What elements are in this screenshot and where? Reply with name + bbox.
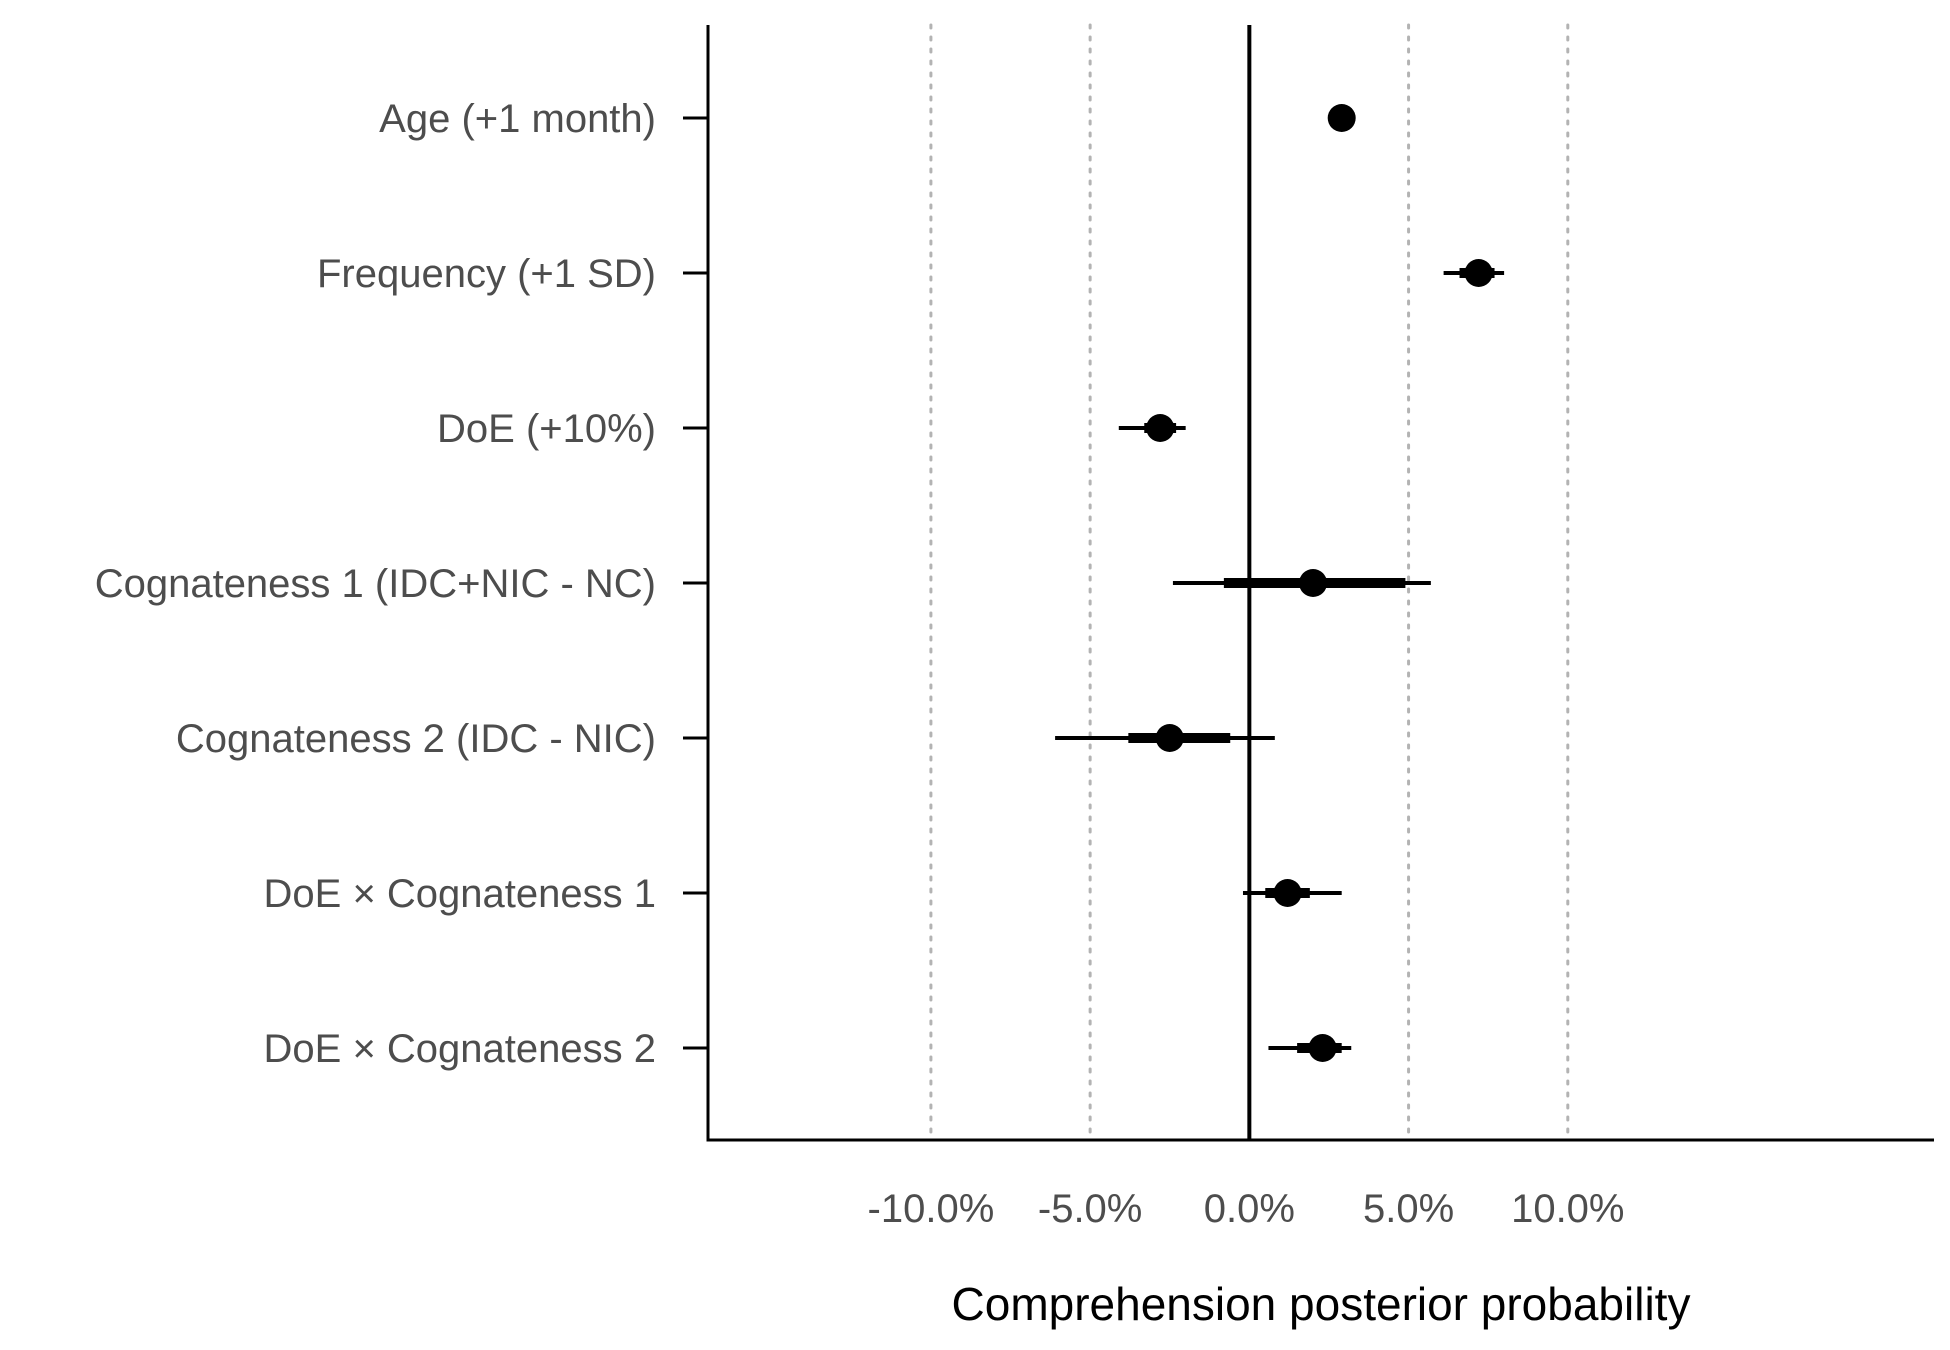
x-tick-label: 0.0% xyxy=(1204,1187,1295,1231)
x-tick-label: -5.0% xyxy=(1038,1187,1143,1231)
category-label: Cognateness 2 (IDC - NIC) xyxy=(176,717,656,761)
mark-layer xyxy=(1055,104,1505,1062)
point-estimate xyxy=(1464,259,1493,287)
category-label: Age (+1 month) xyxy=(379,97,656,141)
category-label: DoE × Cognateness 1 xyxy=(264,872,656,916)
point-estimate xyxy=(1273,879,1302,907)
point-estimate xyxy=(1155,724,1184,752)
category-label: DoE (+10%) xyxy=(437,407,656,451)
point-estimate xyxy=(1146,414,1175,442)
label-layer: -10.0% -5.0% 0.0% 5.0% 10.0% Age (+1 month) Fr… xyxy=(95,97,1625,1231)
x-tick-label: 10.0% xyxy=(1511,1187,1624,1231)
point-estimate xyxy=(1327,104,1356,132)
x-tick-label: 5.0% xyxy=(1363,1187,1454,1231)
point-estimate xyxy=(1299,569,1328,597)
x-axis-title: Comprehension posterior probability xyxy=(952,1278,1691,1330)
category-label: Cognateness 1 (IDC+NIC - NC) xyxy=(95,562,656,606)
x-tick-label: -10.0% xyxy=(868,1187,995,1231)
point-estimate xyxy=(1308,1034,1337,1062)
category-label: DoE × Cognateness 2 xyxy=(264,1027,656,1071)
category-label: Frequency (+1 SD) xyxy=(317,252,656,296)
